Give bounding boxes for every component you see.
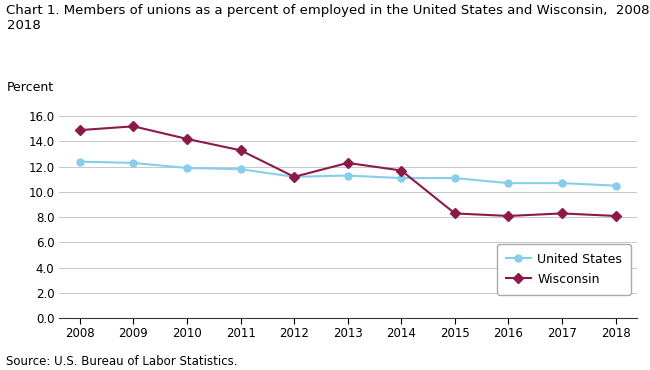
Wisconsin bbox=[504, 214, 512, 218]
Wisconsin bbox=[291, 175, 298, 179]
Wisconsin bbox=[183, 137, 191, 141]
Legend: United States, Wisconsin: United States, Wisconsin bbox=[497, 244, 630, 295]
United States bbox=[397, 176, 405, 180]
Wisconsin bbox=[451, 211, 459, 216]
Wisconsin bbox=[76, 128, 84, 132]
United States bbox=[344, 173, 352, 178]
United States bbox=[558, 181, 566, 185]
United States bbox=[129, 161, 137, 165]
Line: Wisconsin: Wisconsin bbox=[77, 123, 619, 219]
Text: Chart 1. Members of unions as a percent of employed in the United States and Wis: Chart 1. Members of unions as a percent … bbox=[6, 4, 650, 32]
Wisconsin bbox=[397, 168, 405, 173]
United States bbox=[451, 176, 459, 180]
Wisconsin bbox=[612, 214, 619, 218]
Line: United States: United States bbox=[77, 158, 619, 189]
United States bbox=[291, 175, 298, 179]
Wisconsin bbox=[129, 124, 137, 128]
Text: Percent: Percent bbox=[6, 81, 53, 94]
United States bbox=[237, 167, 244, 171]
United States bbox=[76, 159, 84, 164]
Wisconsin bbox=[558, 211, 566, 216]
United States bbox=[504, 181, 512, 185]
Wisconsin bbox=[344, 161, 352, 165]
United States bbox=[183, 166, 191, 170]
Text: Source: U.S. Bureau of Labor Statistics.: Source: U.S. Bureau of Labor Statistics. bbox=[6, 355, 238, 368]
Wisconsin bbox=[237, 148, 244, 152]
United States bbox=[612, 184, 619, 188]
